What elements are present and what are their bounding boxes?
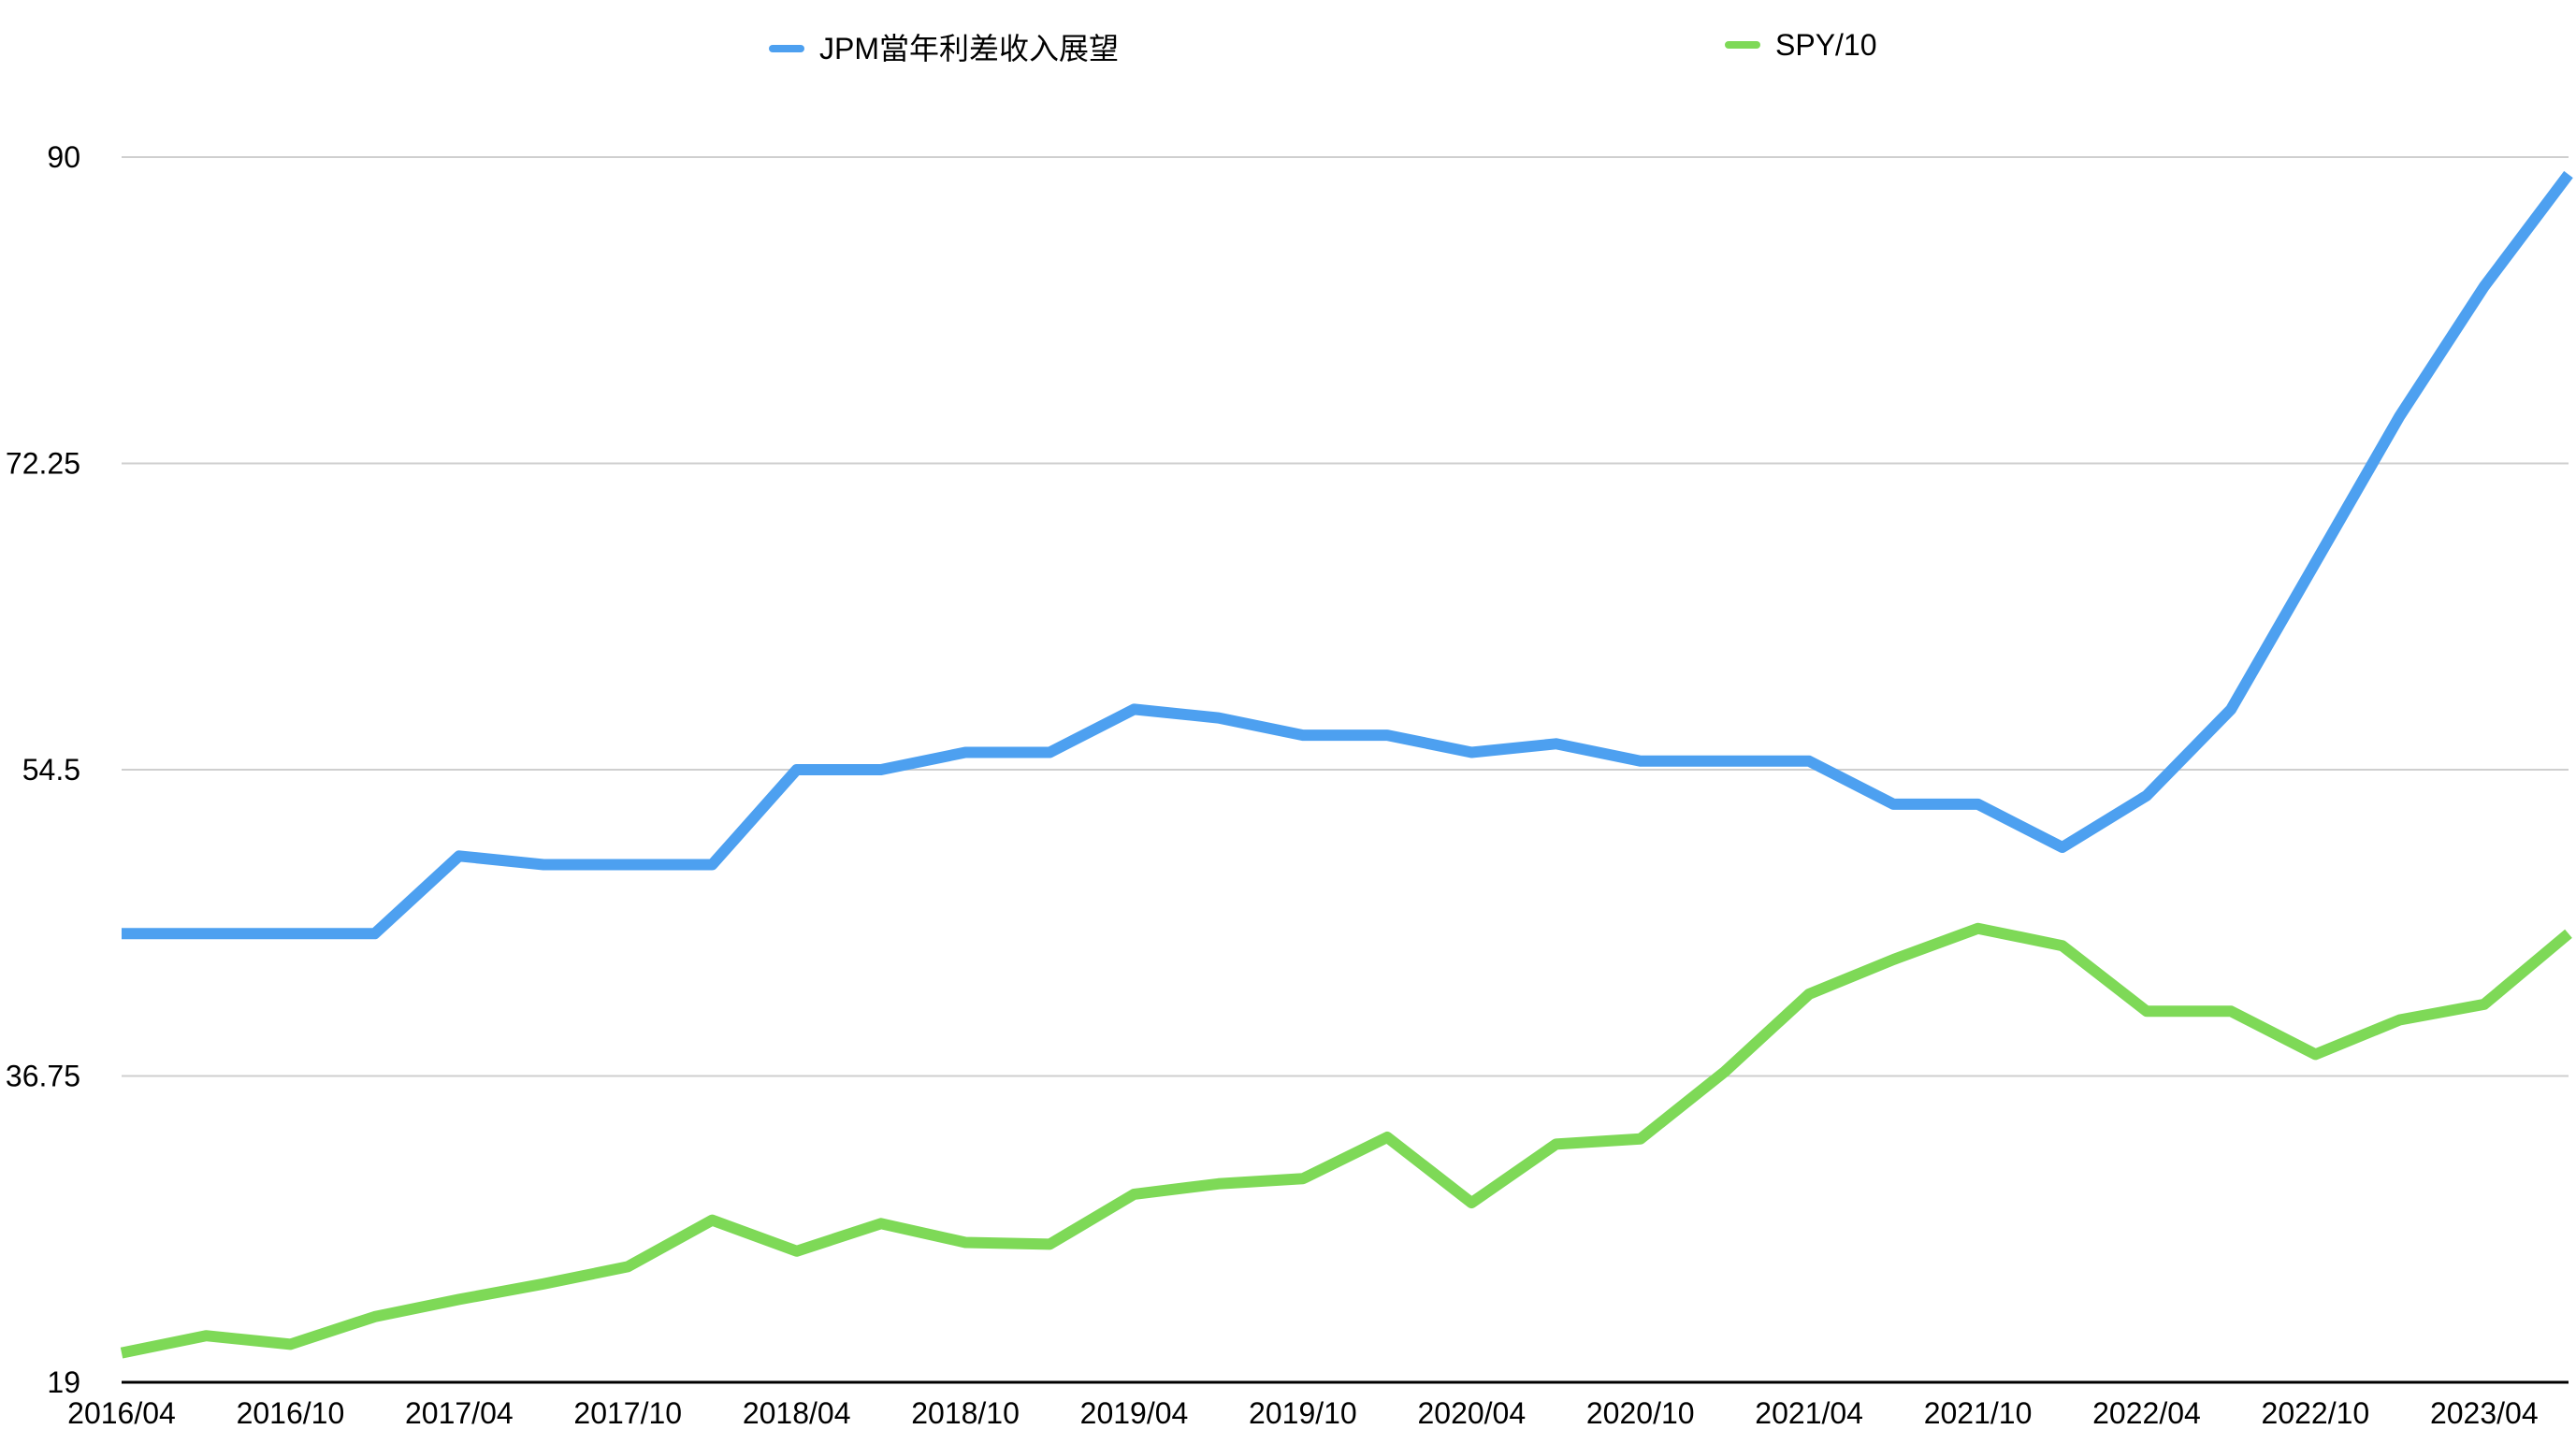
x-tick-label: 2022/04 <box>2092 1396 2201 1430</box>
x-tick-label: 2020/10 <box>1586 1396 1695 1430</box>
x-tick-label: 2019/04 <box>1080 1396 1189 1430</box>
x-tick-label: 2016/04 <box>67 1396 176 1430</box>
x-tick-label: 2018/04 <box>743 1396 851 1430</box>
legend-label: SPY/10 <box>1775 28 1877 62</box>
x-tick-label: 2021/10 <box>1924 1396 2033 1430</box>
series-line-1 <box>122 170 2573 940</box>
x-tick-label: 2020/04 <box>1417 1396 1526 1430</box>
y-tick-label: 90 <box>47 140 80 174</box>
y-tick-label: 54.5 <box>22 753 80 787</box>
y-tick-label: 36.75 <box>6 1060 80 1093</box>
x-tick-label: 2022/10 <box>2262 1396 2370 1430</box>
x-tick-label: 2017/04 <box>405 1396 514 1430</box>
series-line-2 <box>120 922 2572 1359</box>
x-tick-label: 2017/10 <box>573 1396 682 1430</box>
x-tick-label: 2021/04 <box>1755 1396 1863 1430</box>
y-tick-label: 19 <box>47 1365 80 1399</box>
x-tick-label: 2016/10 <box>237 1396 345 1430</box>
x-tick-label: 2018/10 <box>911 1396 1020 1430</box>
x-tick-label: 2019/10 <box>1249 1396 1357 1430</box>
y-tick-label: 72.25 <box>6 447 80 481</box>
legend-label: JPM當年利差收入展望 <box>819 32 1119 65</box>
x-tick-label: 2023/04 <box>2430 1396 2539 1430</box>
